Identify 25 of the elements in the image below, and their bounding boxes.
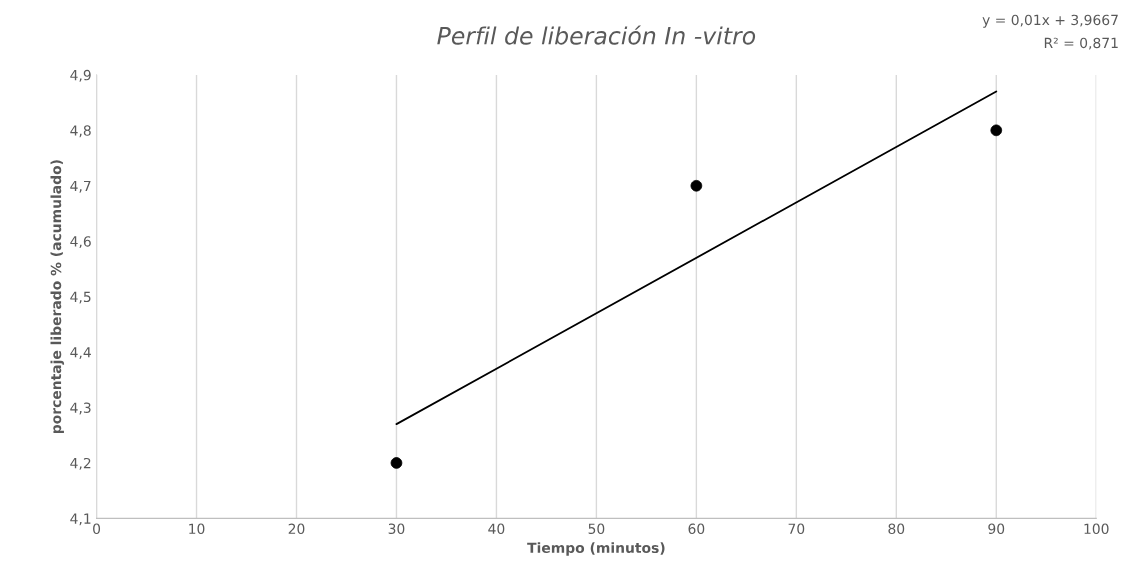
x-tick-label: 20 (288, 523, 305, 535)
y-tick-label: 4,3 (70, 402, 91, 415)
y-tick-label: 4,2 (70, 457, 91, 470)
y-tick-label: 4,4 (70, 347, 91, 359)
x-tick-label: 80 (888, 523, 905, 535)
chart-title: Perfil de liberación In -vitro (437, 25, 756, 45)
y-axis-title: porcentaje liberado % (acumulado) (50, 160, 65, 434)
x-tick-label: 50 (588, 523, 605, 535)
x-tick-label: 60 (688, 523, 705, 535)
x-tick-label: 40 (488, 523, 505, 535)
y-tick-label: 4,5 (70, 291, 91, 304)
text: R² = 0,871 (1044, 37, 1118, 50)
y-tick-label: 4,6 (70, 236, 91, 249)
y-tick-label: 4,1 (70, 513, 91, 526)
x-tick-label: 0 (93, 523, 101, 535)
x-tick-label: 70 (788, 523, 805, 535)
x-tick-label: 30 (388, 523, 405, 535)
text: y = 0,01x + 3,9667 (982, 14, 1118, 28)
x-axis-title: Tiempo (minutos) (527, 542, 665, 556)
x-tick-label: 100 (1084, 523, 1109, 535)
x-tick-label: 10 (189, 523, 205, 535)
y-tick-label: 4,9 (70, 69, 91, 82)
y-tick-label: 4,8 (70, 125, 91, 138)
x-tick-label: 90 (988, 523, 1005, 535)
y-tick-label: 4,7 (70, 180, 91, 193)
